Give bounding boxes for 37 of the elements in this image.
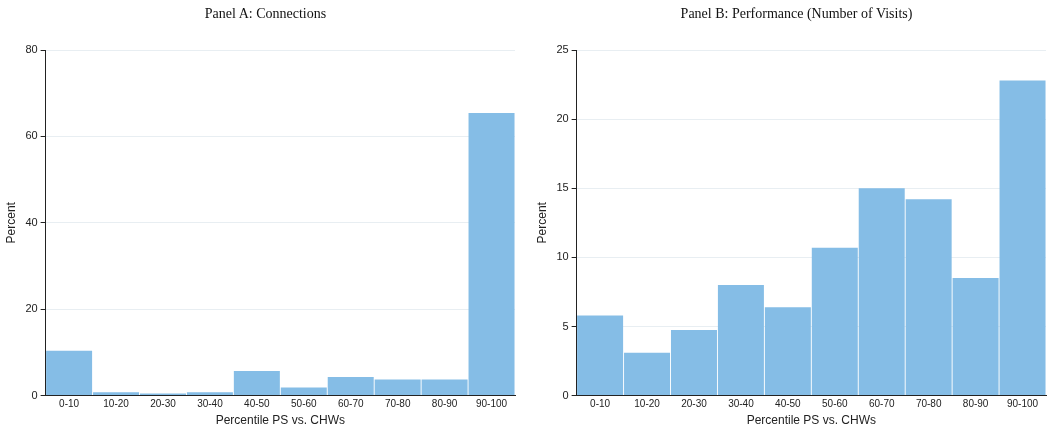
x-tick-label: 50-60 <box>291 398 318 410</box>
y-tick-label: 80 <box>25 43 38 56</box>
x-axis-title: Percentile PS vs. CHWs <box>746 413 877 428</box>
y-tick-label: 0 <box>31 388 38 401</box>
x-tick-label: 20-30 <box>150 398 177 410</box>
x-tick-label: 70-80 <box>915 398 942 410</box>
x-tick-label: 30-40 <box>197 398 224 410</box>
y-tick-label: 40 <box>25 215 38 228</box>
x-tick-label: 70-80 <box>384 398 411 410</box>
x-tick-label: 0-10 <box>590 398 611 410</box>
x-tick-label: 50-60 <box>822 398 849 410</box>
x-tick-label: 40-50 <box>244 398 271 410</box>
x-axis-title: Percentile PS vs. CHWs <box>215 413 346 428</box>
y-tick-label: 20 <box>556 112 569 125</box>
x-tick-label: 90-100 <box>1006 398 1039 410</box>
y-tick-label: 5 <box>562 319 569 332</box>
y-axis-title: Percent <box>3 201 18 244</box>
x-tick-label: 20-30 <box>681 398 708 410</box>
y-tick-label: 10 <box>556 250 569 263</box>
x-tick-label: 80-90 <box>431 398 458 410</box>
chart-title: Panel A: Connections <box>203 5 328 23</box>
y-tick-label: 60 <box>25 129 38 142</box>
y-axis-title: Percent <box>534 201 549 244</box>
x-tick-label: 80-90 <box>962 398 989 410</box>
x-tick-label: 90-100 <box>475 398 508 410</box>
y-tick-label: 25 <box>556 43 569 56</box>
x-tick-label: 30-40 <box>728 398 755 410</box>
x-tick-label: 10-20 <box>103 398 130 410</box>
x-tick-label: 60-70 <box>868 398 895 410</box>
x-tick-label: 60-70 <box>337 398 364 410</box>
chart-title: Panel B: Performance (Number of Visits) <box>679 5 914 23</box>
y-tick-label: 0 <box>562 388 569 401</box>
x-tick-label: 10-20 <box>634 398 661 410</box>
x-tick-label: 0-10 <box>59 398 80 410</box>
x-tick-label: 40-50 <box>775 398 802 410</box>
y-tick-label: 20 <box>25 302 38 315</box>
y-tick-label: 15 <box>556 181 569 194</box>
